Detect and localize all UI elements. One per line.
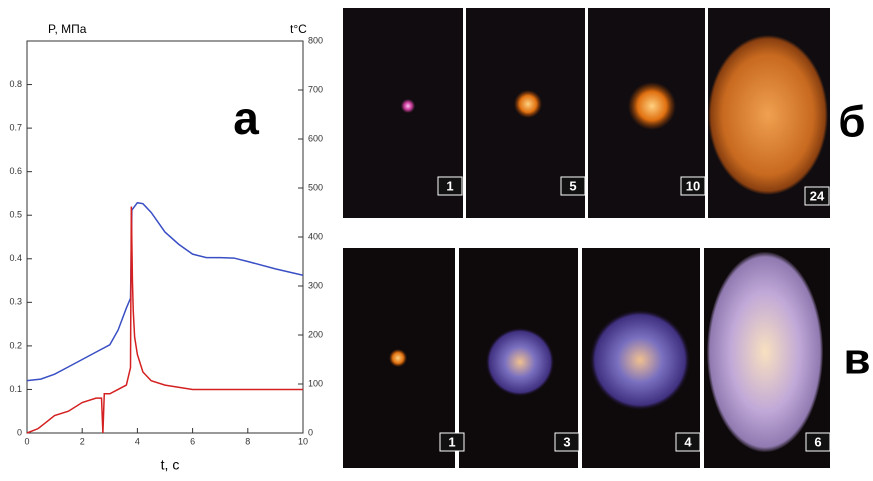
frame-label: 24 — [810, 188, 825, 203]
frame-label-bg — [560, 176, 586, 196]
y2-tick-label: 700 — [308, 84, 323, 94]
y2-tick-label: 400 — [308, 231, 323, 241]
y-tick-label: 0.1 — [9, 384, 22, 394]
plot-frame — [26, 40, 304, 434]
frame-label-bg — [675, 432, 701, 452]
frame-label: 1 — [448, 434, 455, 449]
frame-label-bg — [805, 432, 831, 452]
frame-label: 4 — [684, 434, 692, 449]
panel-letter: б — [838, 98, 865, 147]
y-tick-label: 0 — [17, 427, 22, 437]
y-tick-label: 0.6 — [9, 166, 22, 176]
x-tick-label: 0 — [24, 436, 29, 446]
chart: P, МПа t°C t, c а — [48, 22, 307, 473]
flame — [628, 82, 676, 130]
y-tick-label: 0.3 — [9, 297, 22, 307]
frame-label: 1 — [446, 178, 453, 193]
y2-tick-label: 0 — [308, 427, 313, 437]
y2-tick-label: 200 — [308, 329, 323, 339]
flame — [708, 35, 828, 195]
y-tick-label: 0.8 — [9, 79, 22, 89]
flame — [590, 310, 690, 410]
x-tick-label: 4 — [135, 436, 140, 446]
frame-label-bg — [680, 176, 706, 196]
frame-label-bg — [804, 186, 830, 206]
x-axis-label: t, c — [161, 457, 180, 473]
frame-label-bg — [439, 432, 465, 452]
frame-label-bg — [554, 432, 580, 452]
x-tick-label: 6 — [190, 436, 195, 446]
y-tick-label: 0.5 — [9, 210, 22, 220]
panel-letter: в — [843, 335, 870, 384]
y2-tick-label: 300 — [308, 280, 323, 290]
frame-label: 10 — [686, 178, 700, 193]
series-line — [26, 201, 304, 382]
flame — [486, 328, 554, 396]
y-tick-label: 0.7 — [9, 122, 22, 132]
frame-label-bg — [437, 176, 463, 196]
x-tick-label: 10 — [298, 436, 308, 446]
x-tick-label: 2 — [80, 436, 85, 446]
y-tick-label: 0.4 — [9, 253, 22, 263]
flame — [401, 99, 415, 113]
panel-letter: а — [233, 92, 259, 144]
y2-tick-label: 600 — [308, 133, 323, 143]
flame — [707, 252, 823, 452]
flame — [389, 349, 407, 367]
flame — [514, 90, 542, 118]
series-line — [26, 206, 303, 434]
y-axis-label: P, МПа — [48, 22, 87, 36]
x-tick-label: 8 — [245, 436, 250, 446]
photo-row — [343, 8, 830, 468]
y2-tick-label: 100 — [308, 378, 323, 388]
y-tick-label: 0.2 — [9, 340, 22, 350]
y2-tick-label: 500 — [308, 182, 323, 192]
y2-tick-label: 800 — [308, 35, 323, 45]
frame-label: 5 — [569, 178, 576, 193]
y2-axis-label: t°C — [290, 22, 307, 36]
frame-label: 6 — [814, 434, 821, 449]
frame-label: 3 — [563, 434, 570, 449]
